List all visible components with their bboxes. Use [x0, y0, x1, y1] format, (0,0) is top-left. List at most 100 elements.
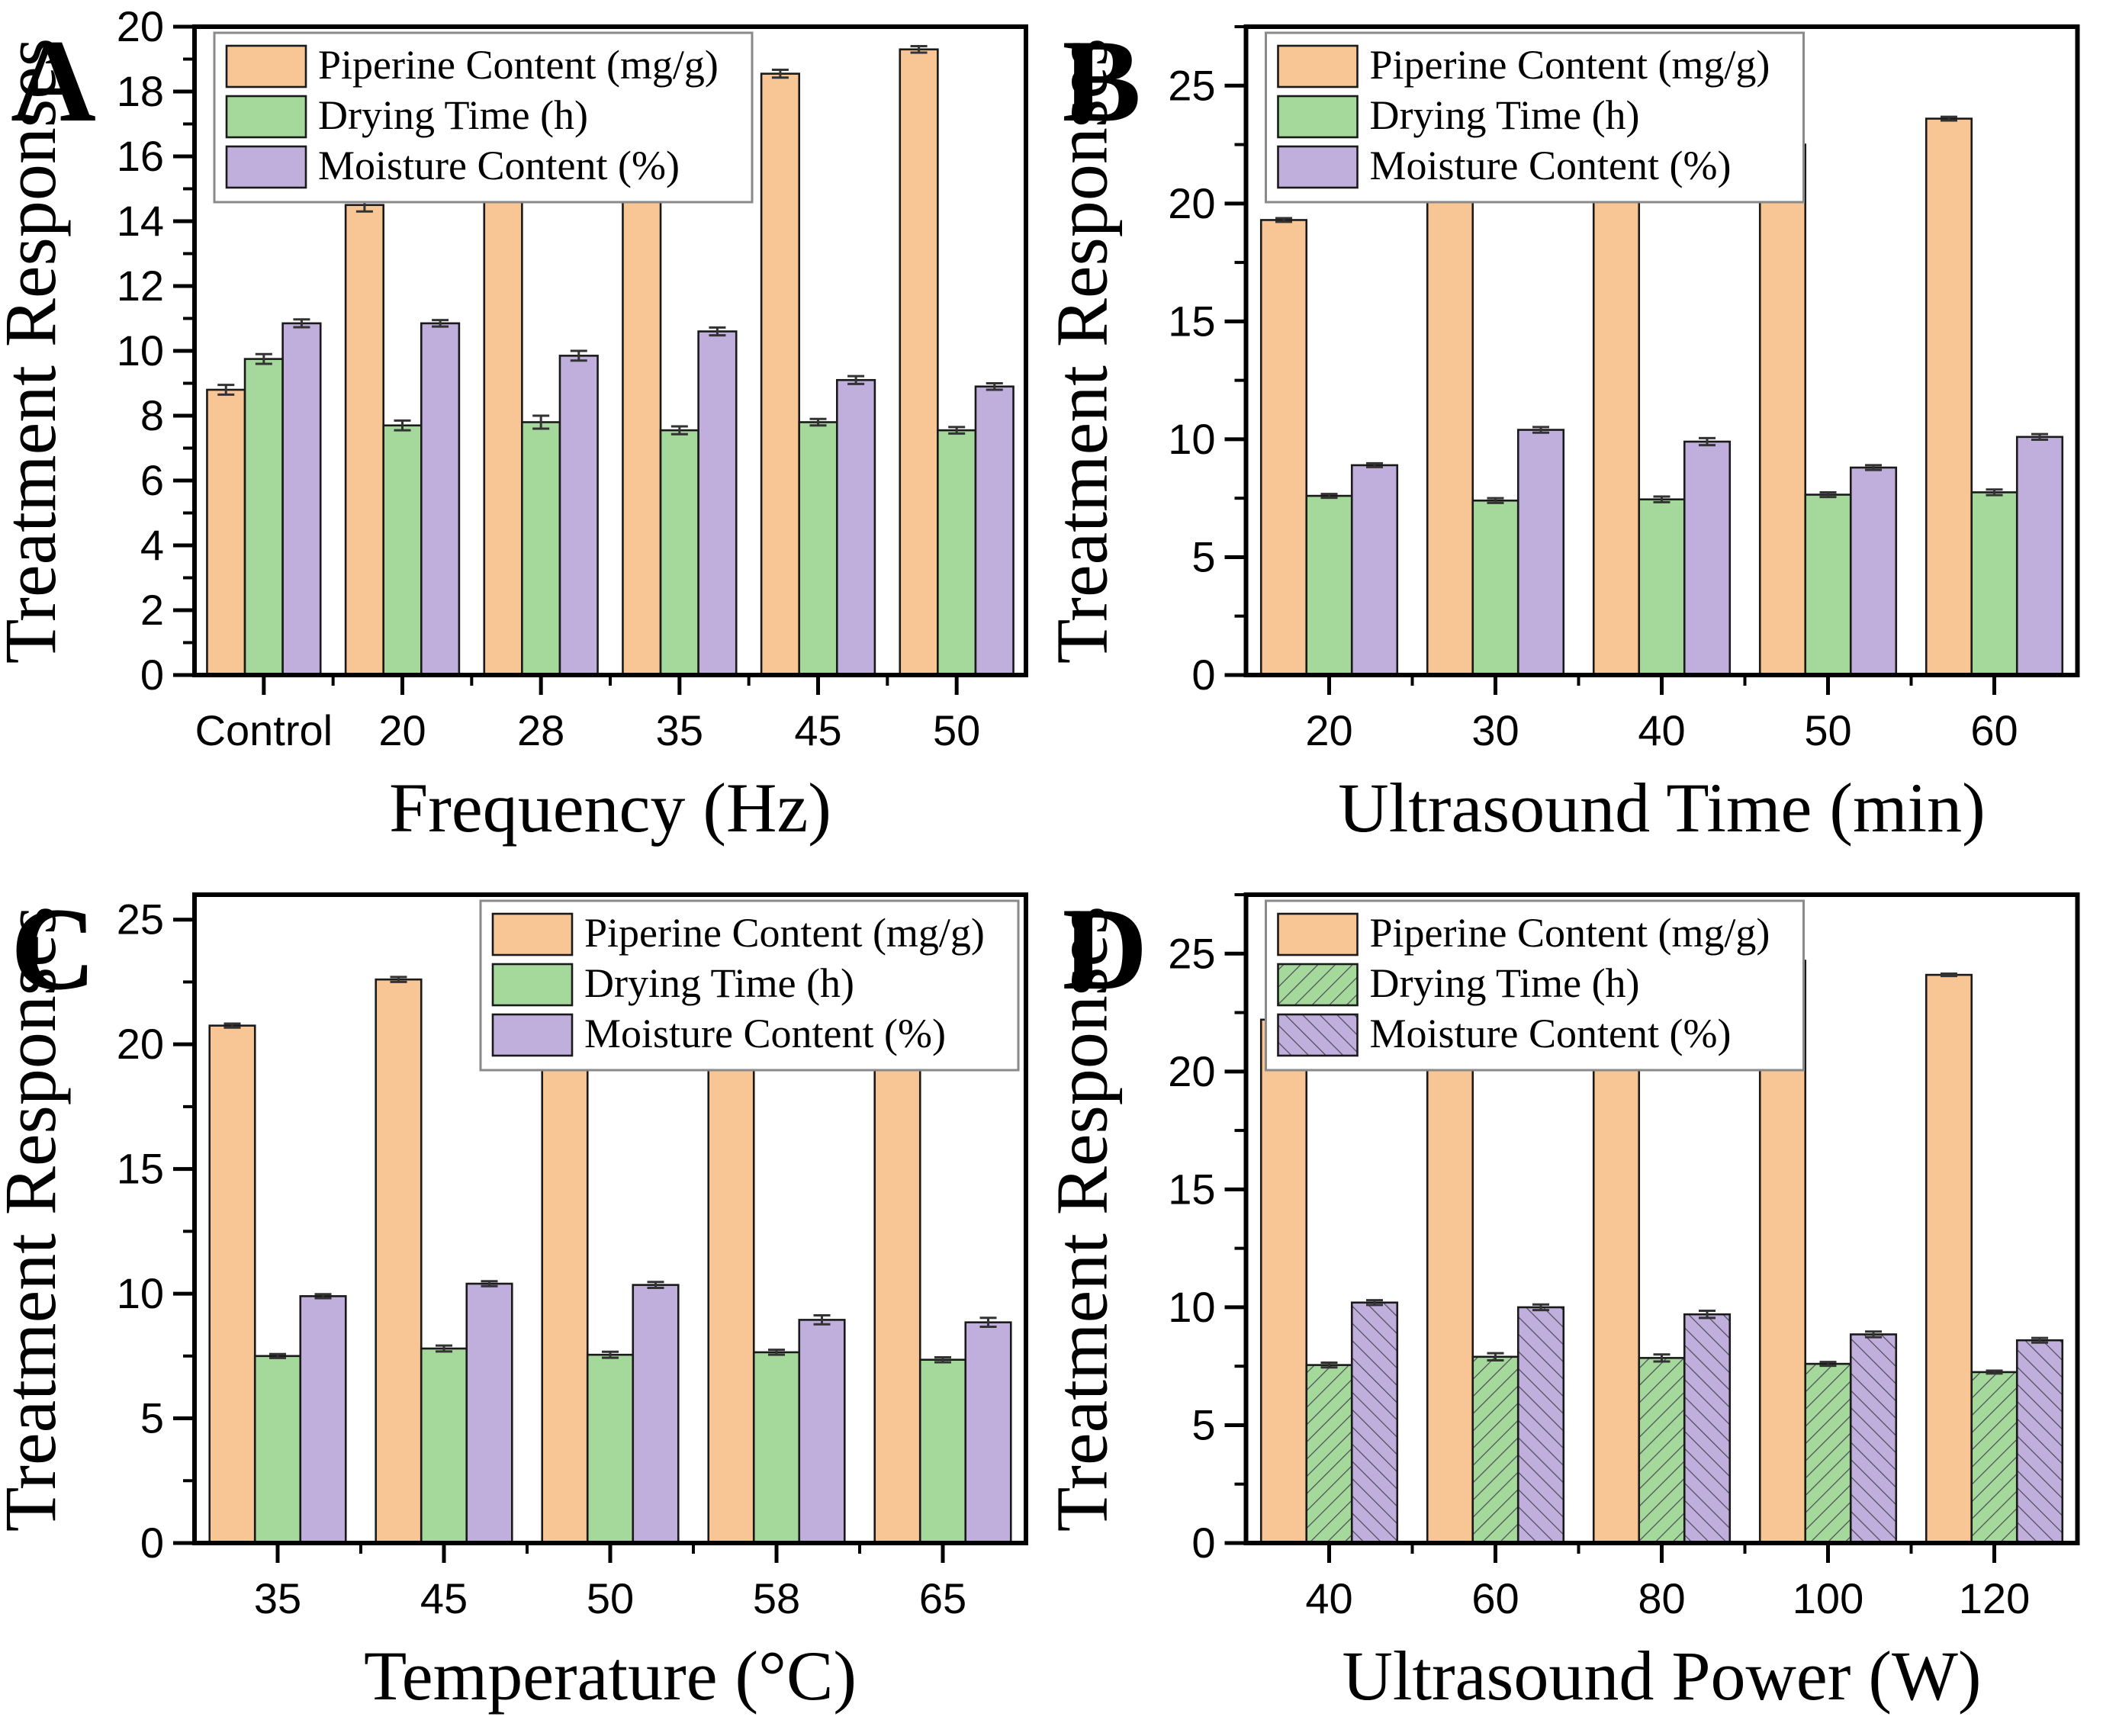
- error-bar: [670, 425, 688, 436]
- legend-label: Drying Time (h): [1370, 92, 1640, 138]
- bar: [1970, 1371, 2018, 1545]
- panel-letter: B: [1063, 15, 1141, 146]
- bar: [344, 204, 385, 677]
- bars-drying: [1305, 488, 2018, 677]
- y-tick-label: 10: [1168, 415, 1215, 463]
- y-tick-label: 18: [117, 67, 164, 115]
- panel-d: D 0 5 10 15 20 25 40 60 80 100 120 Ultrasound Power …: [1051, 868, 2103, 1736]
- error-bar: [771, 69, 789, 79]
- error-bar: [948, 426, 966, 435]
- y-tick-label: 25: [1168, 61, 1215, 109]
- error-bar: [1819, 1361, 1837, 1368]
- error-bar: [647, 1281, 664, 1290]
- legend-swatch-drying: [1277, 963, 1359, 1007]
- y-tick-label: 5: [1191, 532, 1215, 580]
- error-bar: [2031, 432, 2049, 442]
- bar: [918, 1358, 967, 1545]
- legend-label: Piperine Content (mg/g): [1370, 42, 1770, 88]
- legend-swatch-piperine: [1277, 44, 1359, 88]
- y-tick-label: 15: [1168, 1165, 1215, 1213]
- y-tick-label: 10: [117, 1269, 164, 1317]
- bars-moisture: [299, 1280, 1012, 1545]
- y-axis: 0 5 10 15 20 25: [1168, 25, 1246, 699]
- error-bar: [847, 375, 865, 385]
- chart-a: A 0 2 4 6 8 10 12 14 16 18 20 Control 20 28 35 45 50 Frequ…: [0, 2, 1028, 847]
- y-tick-label: 5: [140, 1394, 164, 1442]
- error-bar: [1366, 461, 1384, 468]
- bar: [1516, 1306, 1565, 1545]
- bar: [1758, 143, 1807, 677]
- error-bar: [1532, 1303, 1550, 1312]
- x-tick-label: 60: [1970, 706, 2018, 754]
- bars-drying: [253, 1344, 967, 1545]
- x-axis-title: Ultrasound Time (min): [1338, 769, 1985, 847]
- x-axis-title: Frequency (Hz): [389, 769, 831, 847]
- error-bar: [532, 414, 550, 430]
- legend-label: Drying Time (h): [584, 960, 854, 1006]
- bar: [206, 388, 246, 677]
- legend-swatch-piperine: [225, 44, 307, 88]
- bar: [899, 48, 939, 677]
- y-tick-label: 10: [1168, 1283, 1215, 1331]
- bar: [1471, 499, 1519, 677]
- y-tick-label: 20: [117, 2, 164, 50]
- x-tick-label: 20: [378, 706, 426, 754]
- x-axis-title: Ultrasound Power (W): [1342, 1637, 1981, 1715]
- error-bar: [1366, 1299, 1384, 1307]
- y-tick-label: 10: [117, 326, 164, 375]
- x-tick-label: 120: [1959, 1574, 2030, 1622]
- error-bar: [390, 976, 407, 983]
- bars-moisture: [281, 318, 1015, 677]
- y-axis-title: Treatment Responses: [1051, 38, 1123, 664]
- error-bar: [2031, 1336, 2049, 1344]
- bar: [1259, 219, 1308, 677]
- bar: [382, 424, 423, 677]
- panel-letter: D: [1063, 883, 1148, 1014]
- bar: [1804, 493, 1852, 677]
- error-bar: [1699, 436, 1716, 447]
- bar: [1305, 494, 1353, 677]
- error-bar: [314, 1293, 332, 1300]
- error-bar: [570, 349, 587, 362]
- error-bar: [979, 1316, 997, 1329]
- y-tick-label: 0: [140, 651, 164, 699]
- bar: [1683, 1313, 1732, 1545]
- bar: [760, 72, 801, 677]
- bars-moisture: [1350, 1299, 2064, 1545]
- error-bar: [934, 1355, 951, 1364]
- bar: [1350, 1301, 1399, 1545]
- legend-label: Piperine Content (mg/g): [1370, 910, 1770, 956]
- bar: [1925, 117, 1973, 677]
- y-tick-label: 20: [117, 1020, 164, 1068]
- bar: [752, 1351, 801, 1545]
- legend-swatch-piperine: [1277, 912, 1359, 956]
- legend-swatch-moisture: [1277, 145, 1359, 189]
- bar: [1849, 466, 1898, 677]
- error-bar: [1865, 464, 1883, 471]
- plot-frame: [192, 24, 1028, 677]
- bars-moisture: [1350, 426, 2064, 677]
- error-bar: [1699, 1310, 1716, 1320]
- error-bar: [436, 1344, 452, 1353]
- bar: [1925, 973, 1973, 1545]
- y-tick-label: 14: [117, 197, 164, 245]
- bar: [697, 330, 738, 677]
- y-tick-label: 25: [1168, 929, 1215, 977]
- legend-label: Moisture Content (%): [1370, 143, 1732, 188]
- error-bar: [1487, 1352, 1504, 1361]
- bar: [1471, 1355, 1519, 1545]
- bar: [558, 355, 599, 677]
- y-tick-label: 12: [117, 262, 164, 310]
- error-bar: [1940, 115, 1957, 122]
- legend-swatch-drying: [1277, 95, 1359, 139]
- legend-label: Moisture Content (%): [1370, 1011, 1732, 1056]
- bar: [798, 1319, 846, 1545]
- error-bar: [809, 417, 827, 427]
- x-axis: 20 30 40 50 60: [1305, 675, 2018, 754]
- error-bar: [481, 1280, 498, 1288]
- bar: [1638, 1357, 1686, 1545]
- error-bar: [1819, 490, 1837, 499]
- legend: Piperine Content (mg/g)Drying Time (h) Mo…: [479, 899, 1020, 1072]
- error-bar: [1940, 972, 1957, 978]
